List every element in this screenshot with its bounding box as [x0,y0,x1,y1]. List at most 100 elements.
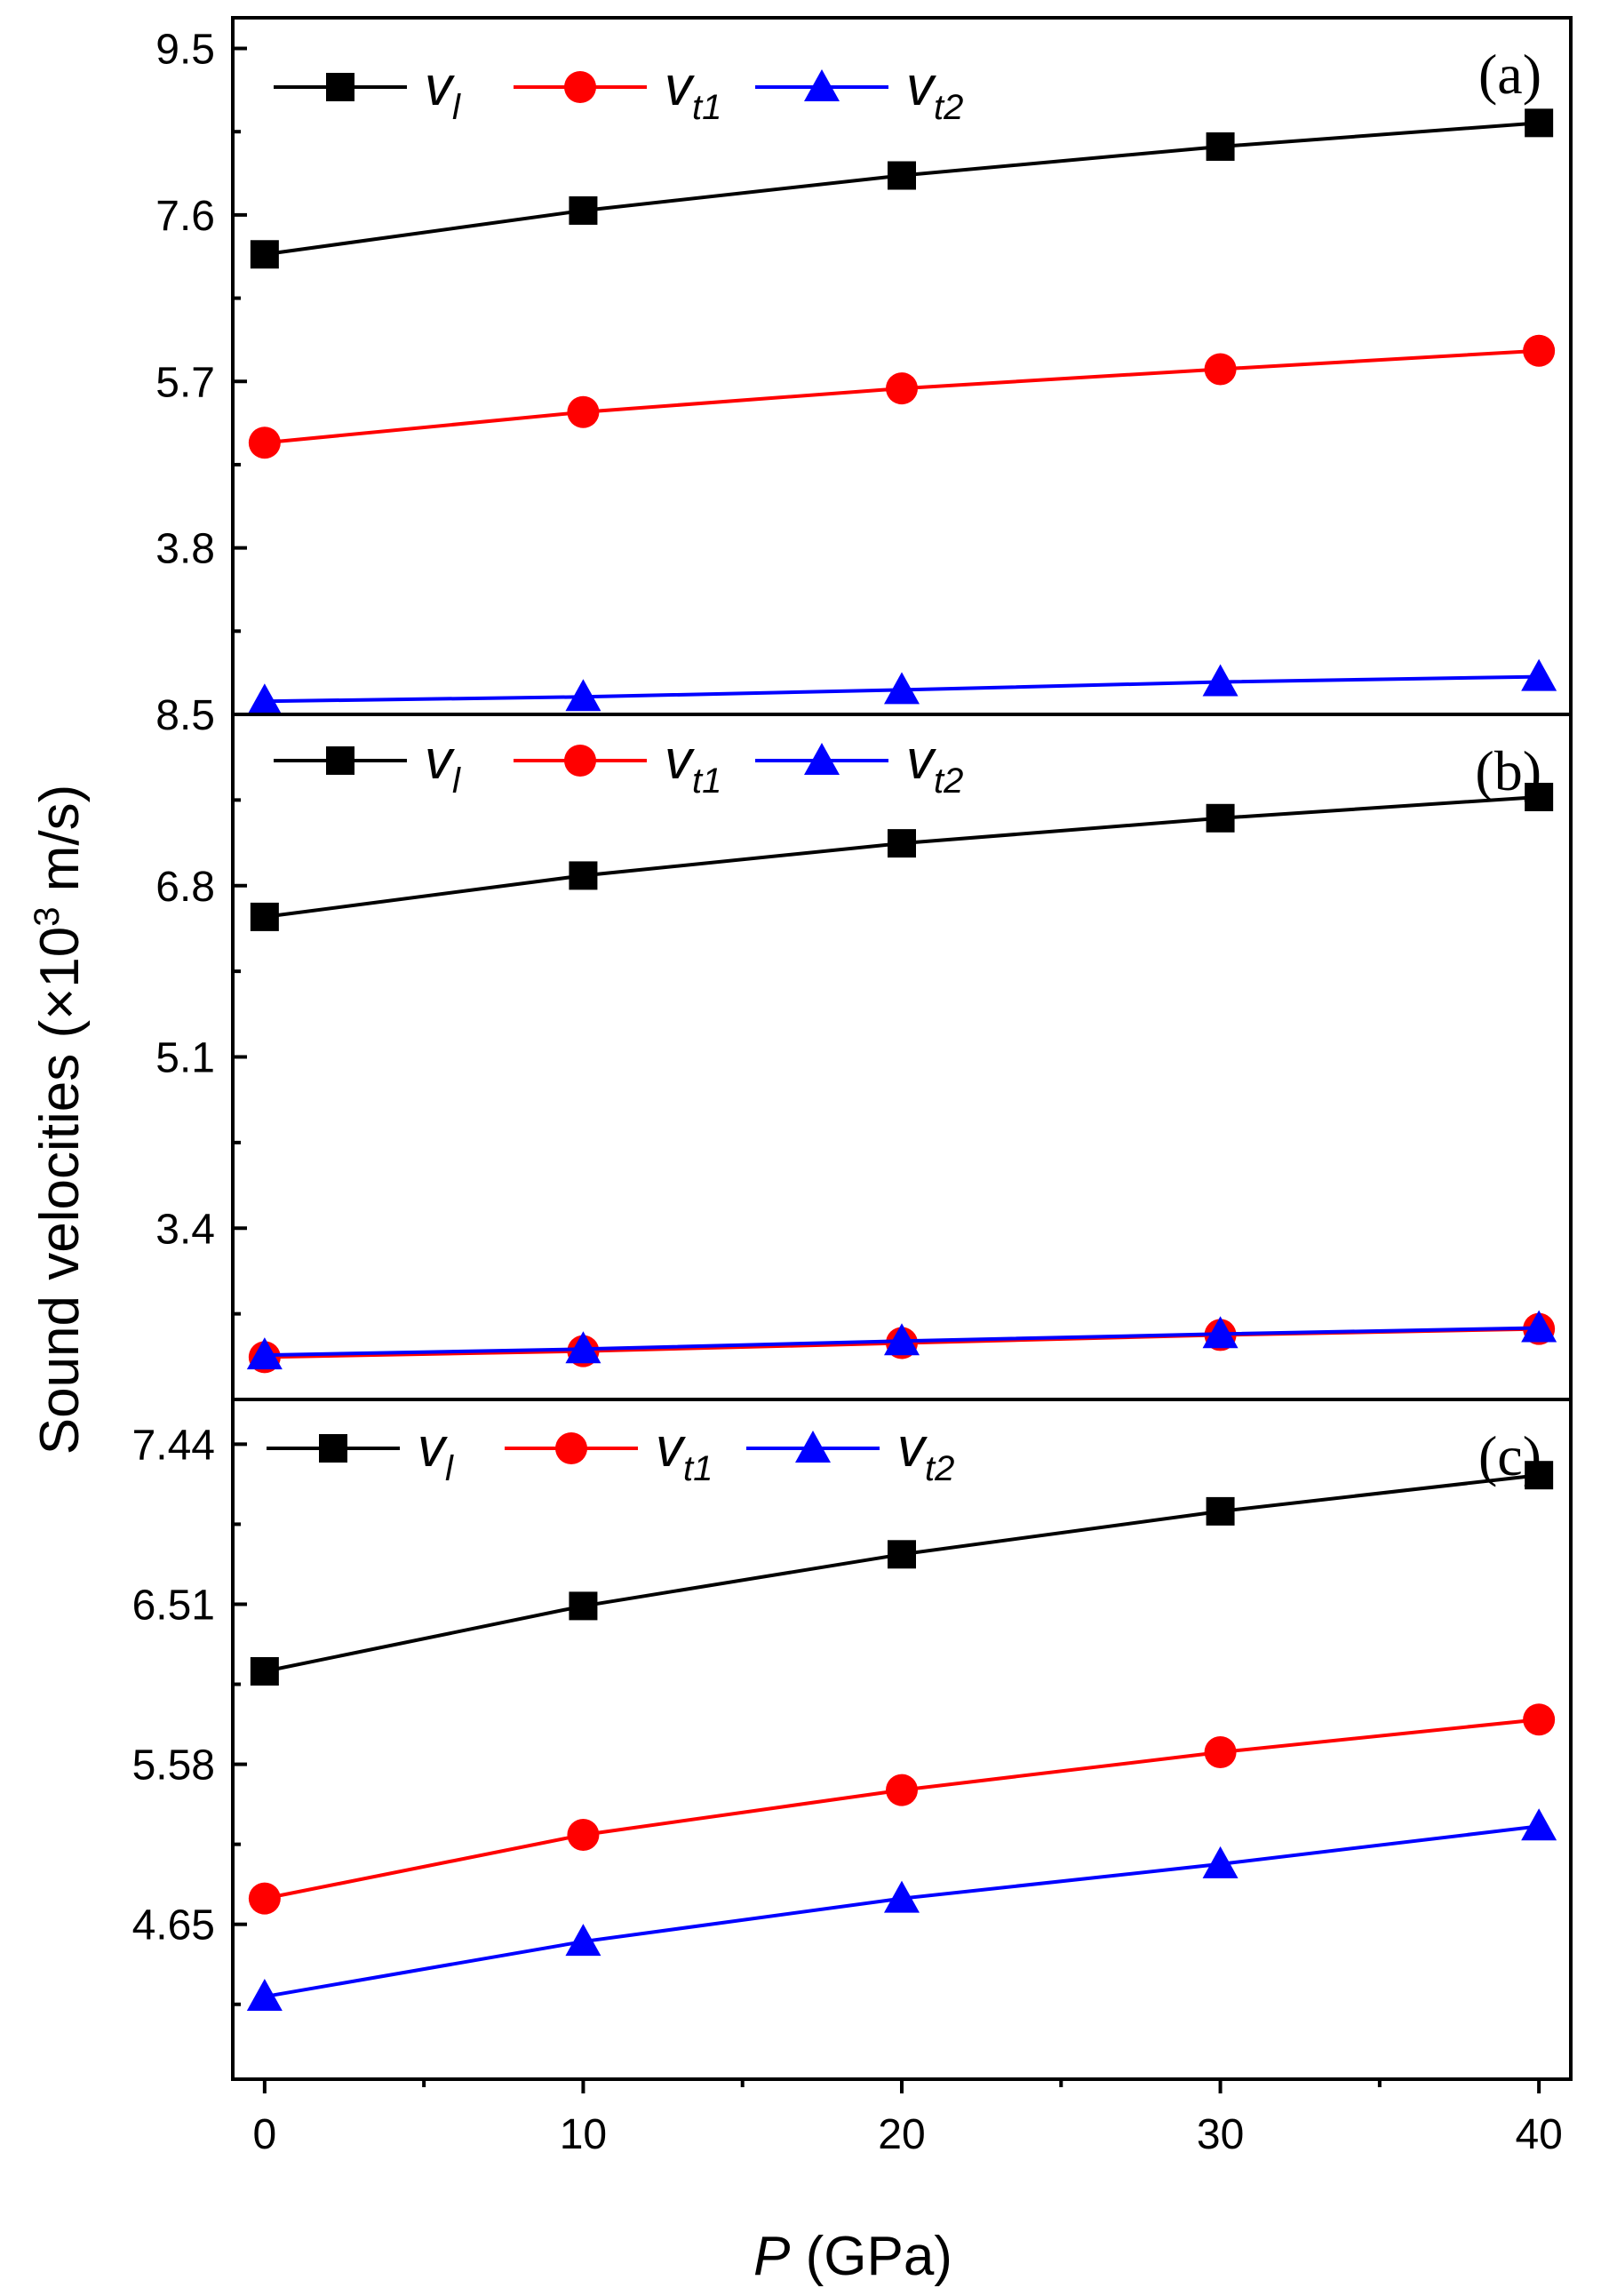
data-point-vt1 [248,427,281,459]
data-point-vt2 [1202,664,1239,697]
legend-label-vl: vl [418,1417,454,1488]
data-point-vl [888,1540,916,1569]
y-tick-label: 8.5 [155,692,215,739]
data-point-vt2 [246,683,283,716]
data-point-vt2 [1521,1808,1557,1841]
legend-label-main: v [665,729,695,791]
data-point-vl [1206,803,1235,833]
legend-label-vl: vl [425,729,461,801]
data-point-vt2 [565,679,601,712]
legend-label-sub: l [452,88,461,127]
y-tick-label: 3.4 [155,1206,215,1253]
data-point-vt2 [884,1880,920,1913]
y-axis-title-prefix: Sound velocities ( [29,1020,91,1455]
legend-label-vt2: vt2 [906,729,963,801]
y-tick-label: 3.8 [155,526,215,573]
data-point-vl [250,1657,279,1686]
panel-a: 9.57.65.73.88.5(a)vl vt1 vt2 [155,16,1573,739]
data-point-vt2 [1521,658,1557,691]
data-point-vl [1206,1496,1235,1526]
data-point-vl [1525,108,1554,138]
data-point-vl [1206,132,1235,161]
x-axis-title-unit: (GPa) [790,2226,952,2287]
legend-label-vl: vl [425,56,461,127]
data-point-vt1 [567,395,600,428]
x-tick-label: 40 [1515,2111,1562,2158]
data-point-vl [1525,782,1554,811]
data-point-vt2 [1521,1310,1557,1343]
legend-label-sub: t1 [683,1449,713,1488]
data-point-vl [1525,1461,1554,1490]
y-axis-title-multiplier: ×10 [29,927,91,1020]
legend-label-main: v [665,56,695,117]
y-tick-label: 7.44 [132,1422,215,1469]
x-axis-title-variable: P [753,2226,790,2287]
data-point-vl [569,1591,598,1621]
data-point-vt1 [248,1882,281,1915]
y-tick-label: 7.6 [155,193,215,240]
panel-c: 7.446.515.584.65(c)vl vt1 vt2 [132,1398,1573,2081]
data-point-vt2 [246,1979,283,2012]
x-tick-label: 0 [253,2111,277,2158]
legend-label-sub: t1 [692,761,721,801]
panel-frame [231,16,1573,716]
data-point-vt2 [1202,1846,1239,1878]
data-point-vt1 [1523,1703,1556,1736]
x-tick-label: 20 [878,2111,925,2158]
y-tick-label: 5.1 [155,1035,215,1082]
legend: vl vt1 vt2 [274,56,963,127]
y-tick-label: 9.5 [155,27,215,74]
legend-label-main: v [897,1417,928,1479]
legend-label-sub: l [452,761,461,801]
y-tick-label: 6.8 [155,864,215,911]
panel-label: (a) [1478,43,1541,106]
x-tick-label: 10 [560,2111,607,2158]
data-point-vl [888,161,916,190]
y-tick-label: 5.7 [155,359,215,406]
panel-label: (b) [1475,739,1541,802]
legend-marker-vl [319,1434,347,1463]
y-tick-label: 4.65 [132,1902,215,1949]
legend: vl vt1 vt2 [274,729,963,801]
series-line-vt1 [264,1718,1540,1901]
data-point-vt1 [1204,1736,1237,1769]
legend-marker-vl [326,746,354,775]
panel-frame [231,713,1573,1401]
legend-marker-vt2 [804,69,840,101]
legend-label-main: v [425,729,455,791]
panel-b: 6.85.13.4(b)vl vt1 vt2 [155,713,1573,1401]
legend-marker-vt1 [564,71,596,103]
data-point-vt2 [565,1924,601,1957]
data-point-vt1 [1523,334,1556,367]
legend-label-vt1: vt1 [665,56,721,127]
legend-marker-vt2 [795,1431,831,1463]
legend-marker-vt2 [804,743,840,775]
legend-label-main: v [906,729,936,791]
legend-label-main: v [418,1417,448,1479]
legend-label-sub: t2 [925,1449,954,1488]
legend-marker-vl [326,73,354,101]
legend-label-main: v [656,1417,686,1479]
legend-marker-vt1 [564,745,596,777]
data-point-vt1 [567,1818,600,1851]
data-point-vl [569,195,598,225]
data-point-vt2 [884,1323,920,1356]
series-line-vl [264,1473,1540,1673]
data-point-vl [250,240,279,269]
legend-marker-vt1 [555,1432,587,1464]
legend: vl vt1 vt2 [267,1417,954,1488]
data-point-vl [250,902,279,931]
legend-label-main: v [906,56,936,117]
data-point-vl [888,829,916,858]
y-axis-title: Sound velocities (×103 m/s) [28,785,91,1455]
panel-frame [231,1398,1573,2081]
legend-label-sub: t2 [934,761,963,801]
x-axis-title: P (GPa) [753,2226,952,2287]
legend-label-vt1: vt1 [665,729,721,801]
legend-label-sub: l [445,1449,454,1488]
data-point-vt2 [1202,1316,1239,1349]
legend-label-vt2: vt2 [906,56,963,127]
y-tick-label: 5.58 [132,1742,215,1790]
data-point-vl [569,861,598,890]
